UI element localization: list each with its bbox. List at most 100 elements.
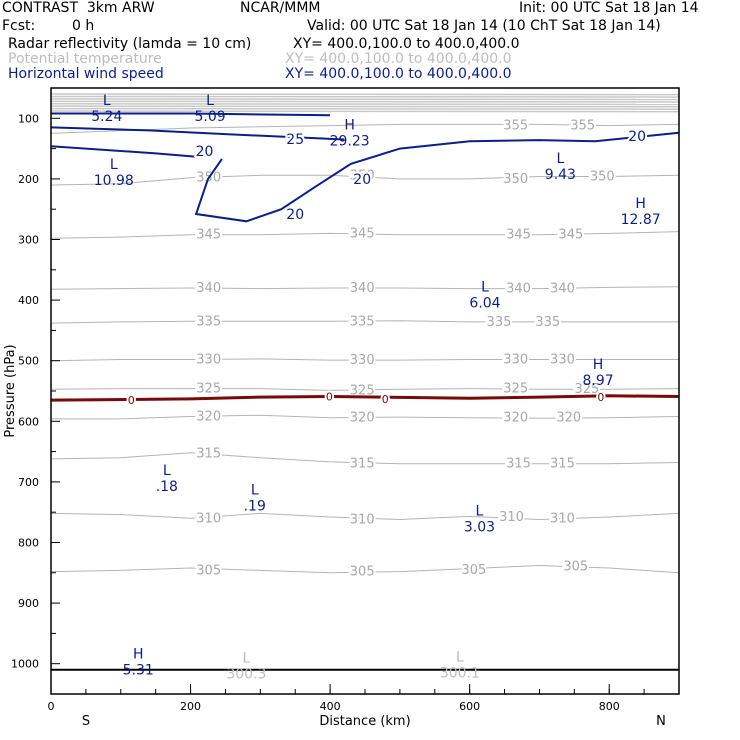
extremum-kind: L: [251, 482, 259, 498]
theta-line-315: [50, 452, 680, 465]
theta-line-320: [51, 414, 680, 420]
theta-label: 345: [506, 228, 531, 243]
y-tick-label: 400: [18, 294, 39, 307]
jet-top-line-1: [50, 95, 680, 98]
theta-label: 310: [350, 512, 375, 527]
theta-label: 315: [506, 457, 531, 472]
theta-label: 310: [499, 510, 524, 525]
jet-top-line-6: [50, 107, 680, 110]
theta-label: 350: [590, 169, 615, 184]
theta-line-345: [50, 231, 680, 239]
theta-line-330: [50, 358, 679, 362]
south-label: S: [82, 714, 90, 729]
field-wind-name: Horizontal wind speed: [8, 66, 164, 82]
wind-label: 25: [286, 132, 304, 148]
extremum-kind: L: [206, 93, 214, 109]
extremum-value: 5.31: [123, 662, 154, 678]
theta-label: 320: [503, 411, 528, 426]
extremum-kind: L: [481, 279, 489, 295]
y-tick-label: 600: [18, 415, 39, 428]
extremum-kind: L: [163, 463, 171, 479]
theta-label: 310: [550, 511, 575, 526]
jet-top-line-2: [50, 98, 680, 101]
north-label: N: [656, 714, 666, 729]
extremum-kind: L: [110, 157, 118, 173]
x-tick-label: 600: [459, 700, 480, 713]
extremum-kind: L: [556, 151, 564, 167]
wind-label: 20: [628, 129, 646, 145]
init-time: Init: 00 UTC Sat 18 Jan 14: [519, 0, 699, 16]
theta-label: 320: [350, 411, 375, 426]
freezing-level-label: 0: [597, 391, 604, 404]
theta-label: 330: [196, 352, 221, 367]
extremum-kind: H: [593, 357, 604, 373]
wind-label: 20: [353, 172, 371, 188]
extremum-value: 300.1: [440, 666, 480, 682]
y-axis-label: Pressure (hPa): [3, 344, 18, 437]
theta-label: 320: [196, 409, 221, 424]
extremum-kind: H: [133, 646, 144, 662]
theta-label: 325: [196, 382, 221, 397]
theta-label: 345: [558, 228, 583, 243]
theta-label: 315: [196, 446, 221, 461]
extremum-kind: L: [242, 651, 250, 667]
theta-label: 335: [487, 315, 512, 330]
theta-label: 315: [350, 457, 375, 472]
y-tick-label: 700: [18, 476, 39, 489]
freezing-level-label: 0: [128, 394, 135, 407]
field-wind-xy: XY= 400.0,100.0 to 400.0,400.0: [285, 66, 512, 82]
field-reflectivity-xy: XY= 400.0,100.0 to 400.0,400.0: [293, 36, 520, 52]
theta-line-305: [50, 564, 680, 574]
extremum-value: 29.23: [330, 133, 370, 149]
theta-label: 305: [461, 563, 486, 578]
jet-top-line-0: [50, 93, 680, 96]
wind-contour-30: [51, 112, 331, 117]
theta-label: 335: [196, 314, 221, 329]
valid-time: Valid: 00 UTC Sat 18 Jan 14 (10 ChT Sat …: [307, 18, 661, 34]
field-theta-xy: XY= 400.0,100.0 to 400.0,400.0: [285, 51, 512, 67]
extremum-value: .19: [244, 498, 266, 514]
wind-contour-20: [194, 131, 680, 223]
theta-label: 355: [503, 119, 528, 134]
jet-top-line-4: [50, 103, 680, 106]
theta-label: 340: [506, 282, 531, 297]
extremum-value: 8.97: [582, 373, 613, 389]
extremum-kind: L: [456, 650, 464, 666]
plot-annotations: 0 0 0 0L5.24L5.09H29.23L10.98L9.43H12.87L6.…: [50, 93, 680, 683]
freezing-level-line: [50, 394, 680, 402]
jet-top-line-3: [50, 100, 680, 103]
theta-label: 355: [570, 119, 595, 134]
theta-label: 325: [574, 382, 599, 397]
forecast-value: 0 h: [72, 18, 95, 34]
extremum-value: 6.04: [469, 295, 500, 311]
y-tick-label: 100: [18, 112, 39, 125]
extremum-value: 5.24: [91, 109, 122, 125]
y-tick-label: 500: [18, 355, 39, 368]
wind-contours: 20 20 20 20 25: [50, 112, 680, 225]
extremum-kind: L: [103, 93, 111, 109]
y-tick-label: 200: [18, 173, 39, 186]
y-tick-label: 800: [18, 537, 39, 550]
theta-label: 335: [350, 314, 375, 329]
extremum-kind: H: [635, 196, 646, 212]
x-axis-label: Distance (km): [319, 714, 410, 729]
axes: 0 200 400 600 800100200300400500600700800900…: [11, 112, 645, 713]
theta-label: 350: [503, 172, 528, 187]
wind-label: 20: [286, 207, 304, 223]
x-tick-label: 200: [180, 700, 201, 713]
jet-top-line-7: [50, 110, 680, 113]
extremum-kind: L: [476, 503, 484, 519]
theta-label: 330: [503, 352, 528, 367]
theta-line-310: [50, 512, 680, 521]
extremum-value: 10.98: [94, 173, 134, 189]
field-theta-name: Potential temperature: [8, 51, 162, 67]
y-tick-label: 1000: [11, 658, 39, 671]
institution: NCAR/MMM: [240, 0, 321, 16]
theta-label: 310: [196, 511, 221, 526]
y-tick-label: 900: [18, 597, 39, 610]
theta-line-325: [50, 388, 680, 391]
theta-label: 330: [350, 353, 375, 368]
wind-label: 20: [196, 144, 214, 160]
theta-label: 330: [550, 352, 575, 367]
